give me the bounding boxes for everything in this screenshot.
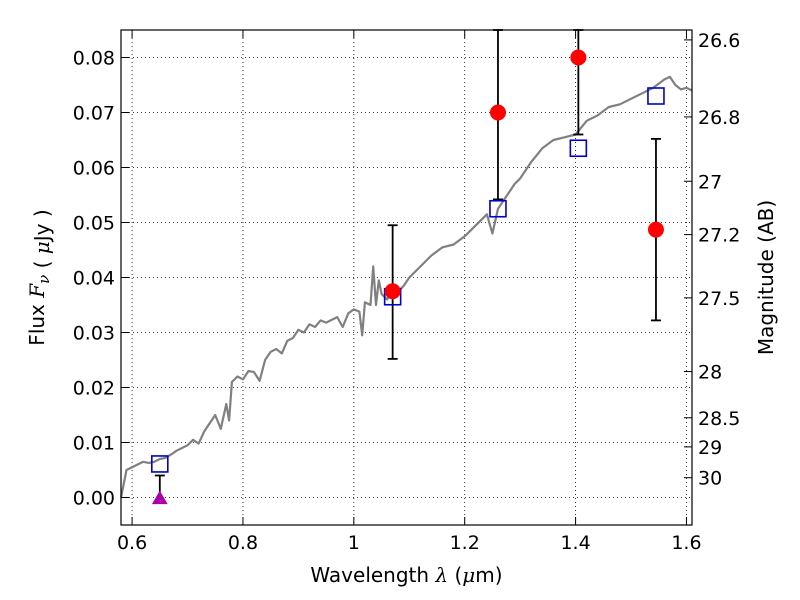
ticks-layer [121, 30, 692, 525]
x-tick-label: 0.8 [228, 532, 258, 554]
right-tick-label: 28 [698, 362, 722, 384]
right-tick-label: 26.6 [698, 30, 740, 52]
right-tick-label: 28.5 [698, 408, 740, 430]
right-tick-label: 27 [698, 171, 722, 193]
x-axis-label: Wavelength λ (μm) [310, 563, 502, 587]
upper-limit-triangle [151, 490, 168, 505]
y-tick-label: 0.00 [73, 488, 115, 510]
x-tick-label: 0.6 [117, 532, 147, 554]
spectrum-layer [119, 75, 693, 498]
right-tick-label: 27.2 [698, 225, 740, 247]
right-tick-label: 27.5 [698, 288, 740, 310]
x-tick-label: 1.4 [560, 532, 590, 554]
right-tick-label: 26.8 [698, 107, 740, 129]
right-tick-label: 29 [698, 437, 722, 459]
right-tick-label: 30 [698, 468, 722, 490]
markers-layer [151, 49, 665, 505]
labels-layer: 0.6 0.8 1 1.2 1.4 1.6 0.00 0.01 0.02 0.03 0.04 0.05… [73, 30, 741, 554]
observed-point [384, 283, 401, 300]
x-tick-label: 1.6 [671, 532, 701, 554]
observed-point [570, 49, 587, 66]
grid [121, 30, 692, 525]
model-spectrum-line [119, 75, 693, 498]
y-tick-label: 0.04 [73, 268, 115, 290]
model-photometry-square [569, 139, 588, 158]
y-tick-label: 0.07 [73, 103, 115, 125]
y-axis-label: Flux Fν ( μJy ) [25, 209, 54, 345]
model-photometry-square [647, 87, 665, 105]
model-photometry-square [151, 455, 169, 473]
y-tick-label: 0.03 [73, 323, 115, 345]
observed-point [647, 221, 664, 238]
model-photometry-square [489, 199, 507, 218]
errorbars-layer [154, 29, 661, 499]
right-axis-label: Magnitude (AB) [754, 200, 778, 355]
y-tick-label: 0.06 [73, 158, 115, 180]
y-tick-label: 0.02 [73, 378, 115, 400]
y-tick-label: 0.01 [73, 433, 115, 455]
y-tick-label: 0.05 [73, 213, 115, 235]
x-tick-label: 1 [348, 532, 360, 554]
plot-frame [120, 29, 693, 526]
x-tick-label: 1.2 [450, 532, 480, 554]
observed-point [489, 104, 506, 121]
y-tick-label: 0.08 [73, 48, 115, 70]
